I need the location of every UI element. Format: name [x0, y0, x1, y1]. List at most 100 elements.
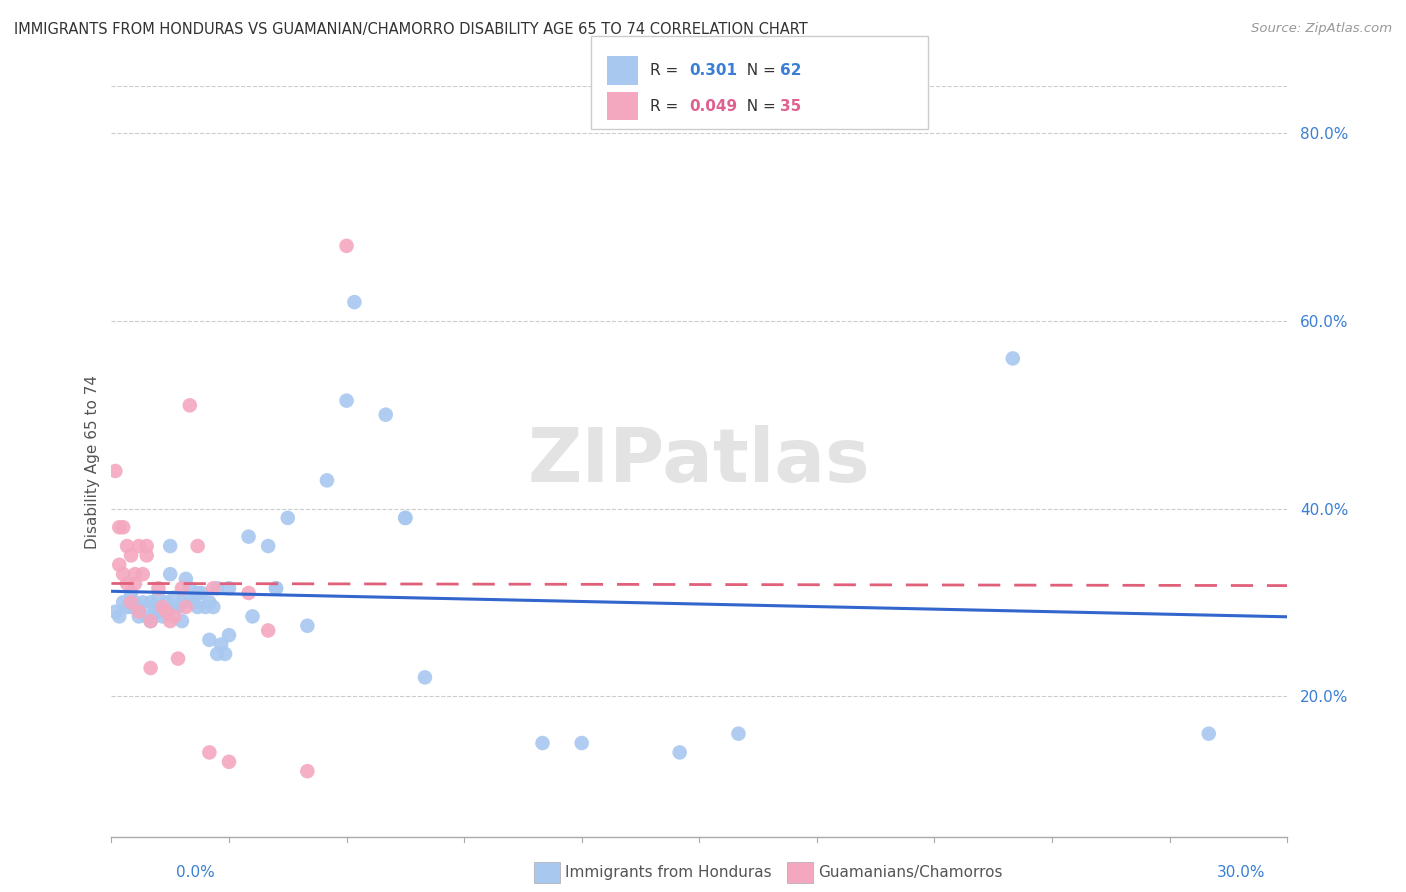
Point: [238, 530, 260, 544]
Point: [139, 595, 162, 609]
Text: N =: N =: [737, 99, 780, 113]
Point: [159, 539, 181, 553]
Point: [394, 511, 416, 525]
Point: [148, 581, 170, 595]
Point: [374, 408, 396, 422]
Point: [104, 605, 127, 619]
Point: [571, 736, 593, 750]
Point: [187, 539, 209, 553]
Text: ZIPatlas: ZIPatlas: [529, 425, 870, 498]
Point: [209, 638, 232, 652]
Point: [112, 567, 135, 582]
Point: [179, 581, 201, 595]
Point: [159, 567, 181, 582]
Point: [112, 520, 135, 534]
Point: [316, 474, 339, 488]
Point: [139, 661, 162, 675]
Point: [727, 726, 749, 740]
Y-axis label: Disability Age 65 to 74: Disability Age 65 to 74: [86, 375, 100, 549]
Point: [132, 567, 155, 582]
Point: [1198, 726, 1220, 740]
Point: [394, 511, 416, 525]
Point: [104, 464, 127, 478]
Point: [668, 746, 690, 760]
Text: R =: R =: [650, 99, 683, 113]
Point: [174, 572, 197, 586]
Point: [128, 609, 150, 624]
Point: [218, 628, 240, 642]
Point: [159, 614, 181, 628]
Point: [264, 581, 287, 595]
Point: [183, 595, 205, 609]
Point: [135, 539, 157, 553]
Point: [187, 586, 209, 600]
Point: [198, 595, 221, 609]
Point: [163, 609, 186, 624]
Point: [187, 600, 209, 615]
Point: [108, 520, 131, 534]
Point: [218, 755, 240, 769]
Point: [202, 581, 225, 595]
Point: [120, 549, 142, 563]
Point: [128, 605, 150, 619]
Point: [135, 609, 157, 624]
Text: 0.0%: 0.0%: [176, 865, 215, 880]
Point: [297, 619, 319, 633]
Point: [297, 764, 319, 779]
Text: N =: N =: [737, 63, 780, 78]
Point: [163, 600, 186, 615]
Point: [148, 591, 170, 605]
Point: [155, 595, 177, 609]
Point: [170, 581, 193, 595]
Text: R =: R =: [650, 63, 683, 78]
Point: [174, 600, 197, 615]
Point: [120, 586, 142, 600]
Point: [1001, 351, 1024, 366]
Point: [135, 549, 157, 563]
Point: [531, 736, 554, 750]
Point: [218, 581, 240, 595]
Text: 30.0%: 30.0%: [1218, 865, 1265, 880]
Text: 0.049: 0.049: [689, 99, 737, 113]
Point: [115, 600, 138, 615]
Point: [148, 605, 170, 619]
Point: [343, 295, 366, 310]
Text: IMMIGRANTS FROM HONDURAS VS GUAMANIAN/CHAMORRO DISABILITY AGE 65 TO 74 CORRELATI: IMMIGRANTS FROM HONDURAS VS GUAMANIAN/CH…: [14, 22, 808, 37]
Point: [179, 591, 201, 605]
Text: 35: 35: [780, 99, 801, 113]
Point: [108, 609, 131, 624]
Point: [124, 595, 146, 609]
Point: [139, 614, 162, 628]
Point: [132, 595, 155, 609]
Point: [242, 609, 264, 624]
Point: [150, 600, 173, 615]
Point: [257, 624, 280, 638]
Point: [167, 651, 190, 665]
Legend: R =   0.301   N = 62, R =   0.049   N = 35: R = 0.301 N = 62, R = 0.049 N = 35: [593, 94, 804, 153]
Point: [257, 539, 280, 553]
Point: [202, 600, 225, 615]
Point: [128, 539, 150, 553]
Point: [170, 595, 193, 609]
Point: [143, 600, 166, 615]
Point: [112, 595, 135, 609]
Point: [167, 600, 190, 615]
Point: [214, 647, 236, 661]
Point: [205, 581, 228, 595]
Point: [179, 398, 201, 412]
Point: [413, 670, 436, 684]
Point: [139, 614, 162, 628]
Point: [170, 614, 193, 628]
Text: Immigrants from Honduras: Immigrants from Honduras: [565, 865, 772, 880]
Point: [205, 647, 228, 661]
Text: 62: 62: [780, 63, 801, 78]
Point: [155, 605, 177, 619]
Point: [198, 746, 221, 760]
Point: [264, 581, 287, 595]
Text: Guamanians/Chamorros: Guamanians/Chamorros: [818, 865, 1002, 880]
Point: [128, 600, 150, 615]
Point: [163, 591, 186, 605]
Point: [115, 576, 138, 591]
Point: [198, 632, 221, 647]
Point: [124, 576, 146, 591]
